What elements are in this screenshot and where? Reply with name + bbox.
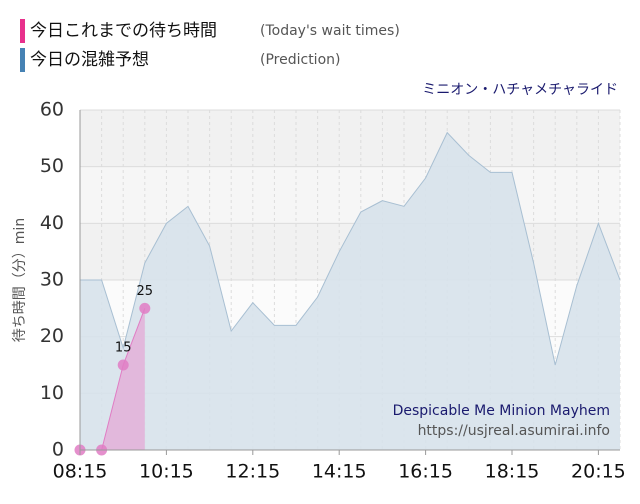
x-tick-label: 10:15	[139, 461, 194, 483]
y-tick-label: 40	[40, 212, 64, 234]
chart-title: ミニオン・ハチャメチャライド	[422, 82, 618, 98]
plot-band	[80, 110, 620, 167]
area-fill	[80, 132, 620, 450]
data-label: 15	[115, 341, 132, 356]
data-label: 25	[137, 284, 154, 299]
legend-label: 今日の混雑予想	[30, 50, 149, 70]
x-tick-label: 20:15	[571, 461, 626, 483]
x-tick-label: 14:15	[312, 461, 367, 483]
x-tick-label: 16:15	[398, 461, 453, 483]
y-tick-label: 20	[40, 325, 64, 347]
legend-note: (Prediction)	[260, 52, 340, 68]
legend-label: 今日これまでの待ち時間	[30, 21, 217, 41]
legend-swatch	[20, 48, 25, 72]
y-tick-label: 10	[40, 382, 64, 404]
y-tick-label: 60	[40, 99, 64, 121]
y-axis-label: 待ち時間（分）min	[12, 218, 28, 342]
annotation-title: Despicable Me Minion Mayhem	[393, 403, 610, 419]
legend-swatch	[20, 19, 25, 43]
y-tick-label: 50	[40, 155, 64, 177]
plot-band	[80, 166, 620, 224]
x-tick-label: 12:15	[225, 461, 280, 483]
legend-note: (Today's wait times)	[260, 23, 400, 39]
area-fill	[80, 308, 145, 450]
annotation-url: https://usjreal.asumirai.info	[418, 423, 610, 439]
y-tick-label: 30	[40, 269, 64, 291]
x-tick-label: 08:15	[53, 461, 108, 483]
data-point	[117, 359, 129, 371]
area-line	[80, 131, 621, 366]
data-point	[139, 302, 151, 314]
x-tick-label: 18:15	[485, 461, 540, 483]
y-tick-label: 0	[52, 439, 64, 461]
